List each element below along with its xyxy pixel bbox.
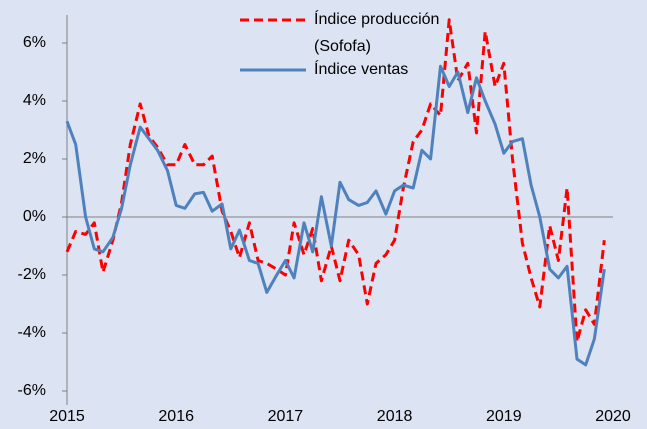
series-line [65,18,606,344]
x-tick-label: 2016 [158,408,194,425]
y-tick-label: -4% [18,324,46,341]
legend-label: Índice ventas [314,61,409,78]
x-tick-label: 2019 [486,408,522,425]
y-tick-label: 6% [23,34,46,51]
y-tick-label: 2% [23,150,46,167]
y-tick-label: 0% [23,208,46,225]
x-tick-label: 2018 [377,408,413,425]
legend-label: Índice producción (Sofofa) [314,11,440,55]
y-tick-label: -2% [18,266,46,283]
x-tick-label: 2020 [595,408,631,425]
series-line [65,64,606,367]
x-tick-label: 2015 [49,408,85,425]
y-tick-label: -6% [18,382,46,399]
y-tick-label: 4% [23,92,46,109]
x-tick-label: 2017 [268,408,304,425]
